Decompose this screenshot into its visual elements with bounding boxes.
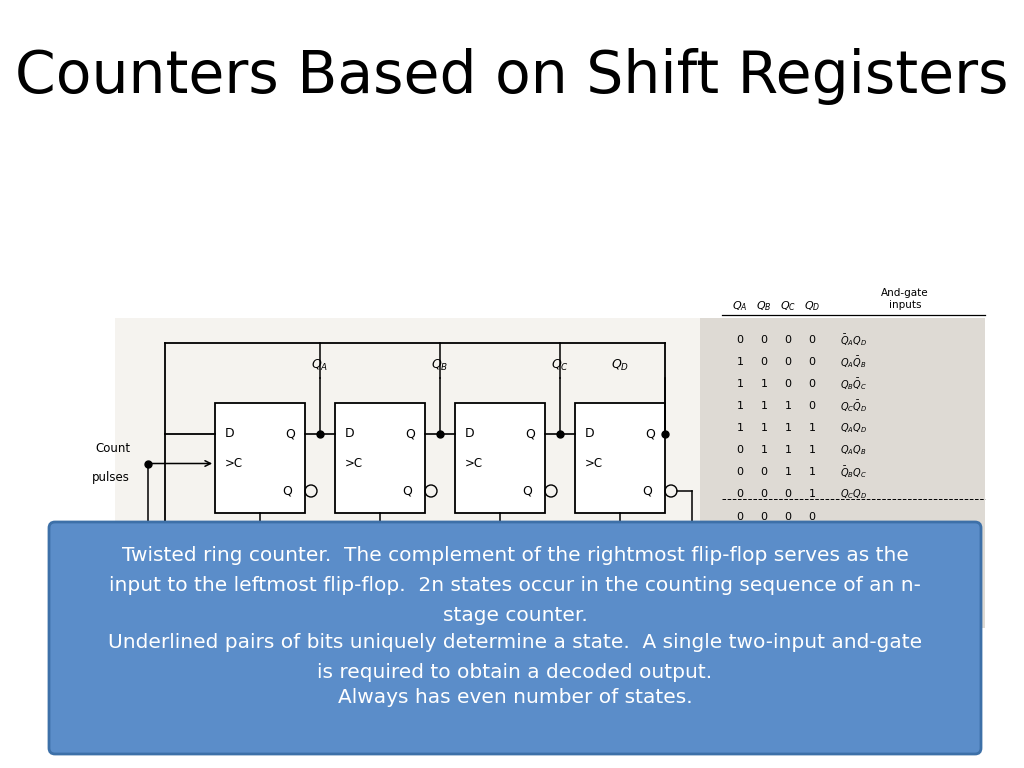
- Text: is required to obtain a decoded output.: is required to obtain a decoded output.: [317, 663, 713, 682]
- Text: 0: 0: [784, 489, 792, 499]
- Text: $Q_C\bar{Q}_D$: $Q_C\bar{Q}_D$: [840, 398, 867, 414]
- Text: 1: 1: [736, 357, 743, 367]
- Text: (b): (b): [931, 528, 949, 541]
- Text: stage counter.: stage counter.: [442, 606, 588, 625]
- Text: Mod-8 tw sted-ring counter. (a) Logic diagram. (b) Counting sequence.: Mod-8 tw sted-ring counter. (a) Logic di…: [220, 635, 719, 649]
- Text: inputs: inputs: [889, 300, 922, 310]
- Text: Q: Q: [522, 485, 531, 498]
- Text: $Q_C$: $Q_C$: [551, 358, 569, 373]
- Text: 0: 0: [809, 401, 815, 411]
- Bar: [215, 403, 305, 513]
- Text: $Q_B\bar{Q}_C$: $Q_B\bar{Q}_C$: [840, 376, 867, 392]
- Text: $Q_CQ_D$: $Q_CQ_D$: [840, 487, 867, 501]
- Text: 1: 1: [736, 401, 743, 411]
- Text: 1: 1: [761, 445, 768, 455]
- Bar: [575, 403, 665, 513]
- Text: $\bar{Q}_BQ_C$: $\bar{Q}_BQ_C$: [840, 464, 867, 480]
- Text: Q: Q: [642, 485, 652, 498]
- Text: 1: 1: [809, 445, 815, 455]
- Text: And-gate: And-gate: [882, 288, 929, 298]
- Text: 0: 0: [761, 512, 768, 522]
- Text: pulses: pulses: [92, 472, 130, 485]
- Text: input to the leftmost flip-flop.  2n states occur in the counting sequence of an: input to the leftmost flip-flop. 2n stat…: [110, 576, 921, 595]
- Bar: [335, 403, 425, 513]
- Text: Figure 6.38: Figure 6.38: [125, 635, 214, 649]
- Text: 0: 0: [784, 357, 792, 367]
- Text: Counters Based on Shift Registers: Counters Based on Shift Registers: [15, 48, 1009, 105]
- Text: >C: >C: [585, 457, 603, 470]
- Text: $Q_A$: $Q_A$: [732, 300, 748, 313]
- Text: 0: 0: [784, 512, 792, 522]
- FancyBboxPatch shape: [49, 522, 981, 754]
- Text: Count: Count: [95, 442, 130, 455]
- Text: 0: 0: [809, 357, 815, 367]
- Text: 1: 1: [809, 467, 815, 477]
- Text: $Q_D$: $Q_D$: [804, 300, 820, 313]
- Bar: [455, 403, 545, 513]
- Text: D: D: [585, 427, 595, 440]
- Text: 1: 1: [784, 401, 792, 411]
- Text: 1: 1: [761, 401, 768, 411]
- Text: Twisted ring counter.  The complement of the rightmost flip-flop serves as the: Twisted ring counter. The complement of …: [122, 546, 908, 565]
- Text: D: D: [465, 427, 475, 440]
- Text: 1: 1: [784, 467, 792, 477]
- Text: 1: 1: [784, 423, 792, 433]
- Text: $\bar{Q}_AQ_D$: $\bar{Q}_AQ_D$: [840, 332, 867, 348]
- Text: $Q_AQ_B$: $Q_AQ_B$: [840, 443, 866, 457]
- Text: $Q_D$: $Q_D$: [611, 358, 629, 373]
- Text: 0: 0: [761, 467, 768, 477]
- Text: Q: Q: [525, 427, 535, 440]
- Bar: [700, 318, 985, 628]
- Text: D: D: [345, 427, 354, 440]
- Text: $Q_B$: $Q_B$: [756, 300, 772, 313]
- Text: 1: 1: [736, 379, 743, 389]
- Text: 1: 1: [809, 423, 815, 433]
- Text: 0: 0: [736, 512, 743, 522]
- Text: Q: Q: [402, 485, 412, 498]
- Text: 0: 0: [761, 335, 768, 345]
- Text: Always has even number of states.: Always has even number of states.: [338, 688, 692, 707]
- Text: Q: Q: [285, 427, 295, 440]
- Text: Q: Q: [645, 427, 655, 440]
- Text: $Q_C$: $Q_C$: [780, 300, 796, 313]
- Text: 1: 1: [736, 423, 743, 433]
- Text: 0: 0: [736, 467, 743, 477]
- Text: $Q_A$: $Q_A$: [311, 358, 329, 373]
- Text: $Q_A\bar{Q}_B$: $Q_A\bar{Q}_B$: [840, 354, 866, 370]
- Text: etc.: etc.: [766, 530, 786, 540]
- Text: 0: 0: [736, 445, 743, 455]
- Text: (a): (a): [411, 561, 430, 575]
- Text: 1: 1: [784, 445, 792, 455]
- Text: Q: Q: [282, 485, 292, 498]
- Text: 1: 1: [761, 423, 768, 433]
- Text: 0: 0: [809, 512, 815, 522]
- Text: 0: 0: [736, 489, 743, 499]
- Text: 0: 0: [784, 335, 792, 345]
- Text: 0: 0: [761, 357, 768, 367]
- Text: >C: >C: [465, 457, 483, 470]
- Bar: [115, 318, 985, 628]
- Text: Underlined pairs of bits uniquely determine a state.  A single two-input and-gat: Underlined pairs of bits uniquely determ…: [108, 633, 922, 652]
- Text: 0: 0: [809, 379, 815, 389]
- Text: 0: 0: [784, 379, 792, 389]
- Text: 1: 1: [761, 379, 768, 389]
- Text: >C: >C: [345, 457, 364, 470]
- Text: >C: >C: [225, 457, 243, 470]
- Text: 0: 0: [761, 489, 768, 499]
- Text: Q: Q: [406, 427, 415, 440]
- Text: $Q_B$: $Q_B$: [431, 358, 449, 373]
- Text: 0: 0: [809, 335, 815, 345]
- Text: 0: 0: [736, 335, 743, 345]
- Text: $Q_AQ_D$: $Q_AQ_D$: [840, 421, 867, 435]
- Text: 1: 1: [809, 489, 815, 499]
- Text: D: D: [225, 427, 234, 440]
